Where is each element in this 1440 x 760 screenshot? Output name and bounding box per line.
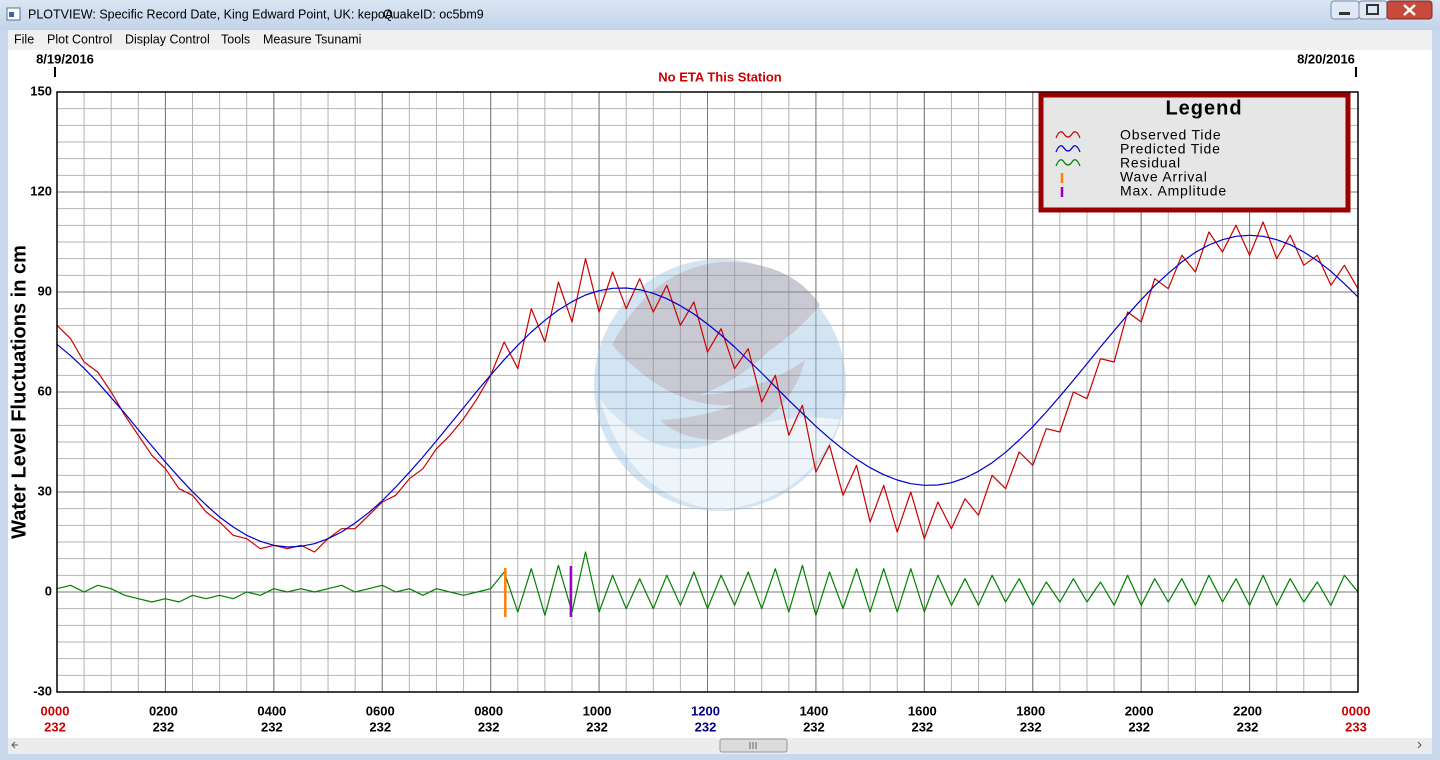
x-tick-day: 232 — [153, 719, 175, 734]
logo-circle — [594, 259, 846, 511]
maximize-glyph — [1366, 4, 1379, 15]
x-tick-label: 2000 — [1125, 703, 1154, 718]
menu-item[interactable]: Display Control — [125, 32, 210, 46]
menu-bar — [8, 30, 1432, 50]
legend-swatch — [1055, 159, 1081, 167]
y-tick-label: 120 — [30, 183, 52, 198]
x-tick-day: 232 — [261, 719, 283, 734]
legend-label: Wave Arrival — [1120, 169, 1208, 185]
title-bar — [0, 0, 1440, 30]
window-title: PLOTVIEW: Specific Record Date, King Edw… — [28, 7, 394, 21]
maximize-button[interactable] — [1358, 0, 1388, 20]
legend-label: Max. Amplitude — [1120, 183, 1227, 199]
x-tick-day: 232 — [1237, 719, 1259, 734]
x-tick-label: 0800 — [474, 703, 503, 718]
x-tick-day: 233 — [1345, 719, 1367, 734]
menu-item[interactable]: File — [14, 32, 34, 46]
scroll-right[interactable] — [1417, 741, 1422, 749]
chart: No ETA This Station Water Level Fluctuat… — [8, 51, 1370, 734]
scroll-grip — [749, 742, 757, 749]
plot-frame — [56, 91, 1359, 693]
window-buttons — [1330, 0, 1433, 20]
x-tick-day: 232 — [478, 719, 500, 734]
x-tick-day: 232 — [369, 719, 391, 734]
x-tick-label: 1400 — [799, 703, 828, 718]
y-axis-label: Water Level Fluctuations in cm — [8, 245, 30, 539]
legend-label: Predicted Tide — [1120, 141, 1221, 157]
app-icon-inner — [9, 12, 14, 17]
series-line — [56, 234, 1359, 548]
x-tick-label: 1600 — [908, 703, 937, 718]
x-tick-label: 1200 — [691, 703, 720, 718]
x-tick-day: 232 — [911, 719, 933, 734]
y-tick-label: 0 — [45, 583, 52, 598]
y-tick-label: 30 — [38, 483, 52, 498]
y-tick-label: 150 — [30, 83, 52, 98]
quake-id: QuakeID: oc5bm9 — [383, 7, 484, 21]
x-tick-day: 232 — [1020, 719, 1042, 734]
close-glyph — [1403, 4, 1416, 16]
menu-item[interactable]: Plot Control — [47, 32, 112, 46]
menu: File Plot Control Display Control Tools Meas… — [14, 32, 361, 46]
x-tick-day: 232 — [1128, 719, 1150, 734]
x-tick-label: 0000 — [1342, 703, 1371, 718]
x-tick-label: 0000 — [41, 703, 70, 718]
logo-bird — [612, 261, 820, 440]
watermark-logo — [594, 259, 846, 511]
y-tick-label: -30 — [33, 683, 52, 698]
date-label: 8/19/2016 — [36, 51, 94, 66]
legend-title: Legend — [1165, 97, 1242, 119]
x-tick-day: 232 — [695, 719, 717, 734]
date-label: 8/20/2016 — [1297, 51, 1355, 66]
series-line — [56, 551, 1359, 616]
y-tick-label: 90 — [38, 283, 52, 298]
menu-item[interactable]: Measure Tsunami — [263, 32, 361, 46]
scroll-left[interactable] — [11, 741, 18, 749]
x-tick-label: 0400 — [257, 703, 286, 718]
x-tick-label: 0600 — [366, 703, 395, 718]
minimize-button[interactable] — [1330, 0, 1360, 20]
logo-wave — [600, 400, 840, 510]
y-tick-label: 60 — [38, 383, 52, 398]
legend-swatch — [1055, 131, 1081, 139]
x-tick-label: 2200 — [1233, 703, 1262, 718]
x-tick-label: 0200 — [149, 703, 178, 718]
x-tick-day: 232 — [586, 719, 608, 734]
legend-label: Residual — [1120, 155, 1181, 171]
x-tick-day: 232 — [44, 719, 66, 734]
legend-swatch — [1055, 145, 1081, 153]
chart-title: No ETA This Station — [658, 69, 782, 84]
x-tick-label: 1000 — [583, 703, 612, 718]
minimize-glyph — [1339, 12, 1350, 15]
legend-box — [1038, 92, 1351, 213]
x-tick-day: 232 — [803, 719, 825, 734]
x-tick-label: 1800 — [1016, 703, 1045, 718]
menu-item[interactable]: Tools — [221, 32, 250, 46]
legend-label: Observed Tide — [1120, 127, 1221, 143]
